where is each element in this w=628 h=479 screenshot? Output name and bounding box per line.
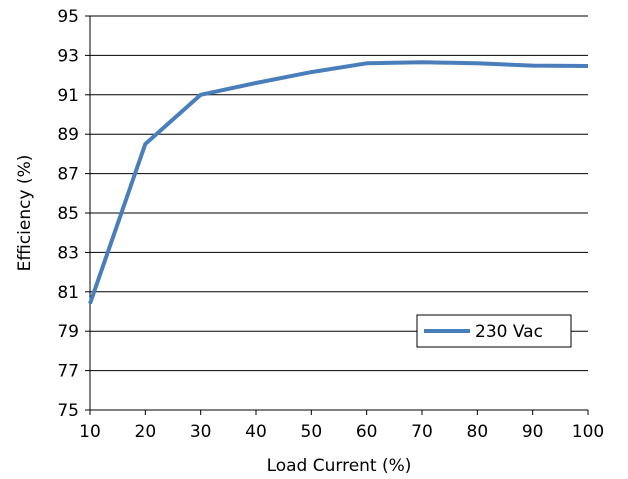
y-tick-label-91: 91 [57, 86, 79, 106]
y-axis-label: Efficiency (%) [15, 155, 35, 272]
x-tick-label-50: 50 [301, 422, 323, 442]
y-tick-label-93: 93 [57, 46, 79, 66]
y-tick-label-89: 89 [57, 125, 79, 145]
x-tick-label-70: 70 [411, 422, 433, 442]
x-tick-label-20: 20 [135, 422, 157, 442]
y-tick-label-77: 77 [57, 362, 79, 382]
x-tick-label-60: 60 [356, 422, 378, 442]
y-tick-label-95: 95 [57, 7, 79, 27]
y-tick-label-75: 75 [57, 401, 79, 421]
series-line-230-vac [88, 60, 589, 305]
y-tick-label-87: 87 [57, 165, 79, 185]
y-tick-labels: 75 77 79 81 83 85 87 89 91 93 95 [57, 7, 90, 421]
series-layer [88, 60, 589, 305]
x-tick-label-100: 100 [572, 422, 604, 442]
grid-lines [90, 15, 588, 411]
x-tick-label-30: 30 [190, 422, 212, 442]
y-tick-label-83: 83 [57, 243, 79, 263]
legend-label-230-vac: 230 Vac [475, 322, 543, 342]
x-tick-label-40: 40 [245, 422, 267, 442]
legend: 230 Vac [416, 314, 572, 348]
x-tick-label-80: 80 [467, 422, 489, 442]
y-tick-label-81: 81 [57, 283, 79, 303]
y-tick-label-85: 85 [57, 204, 79, 224]
x-tick-label-10: 10 [79, 422, 101, 442]
y-tick-label-79: 79 [57, 322, 79, 342]
x-tick-label-90: 90 [522, 422, 544, 442]
x-axis-label: Load Current (%) [267, 456, 412, 476]
x-tick-labels: 10 20 30 40 50 60 70 80 90 100 [79, 410, 604, 442]
